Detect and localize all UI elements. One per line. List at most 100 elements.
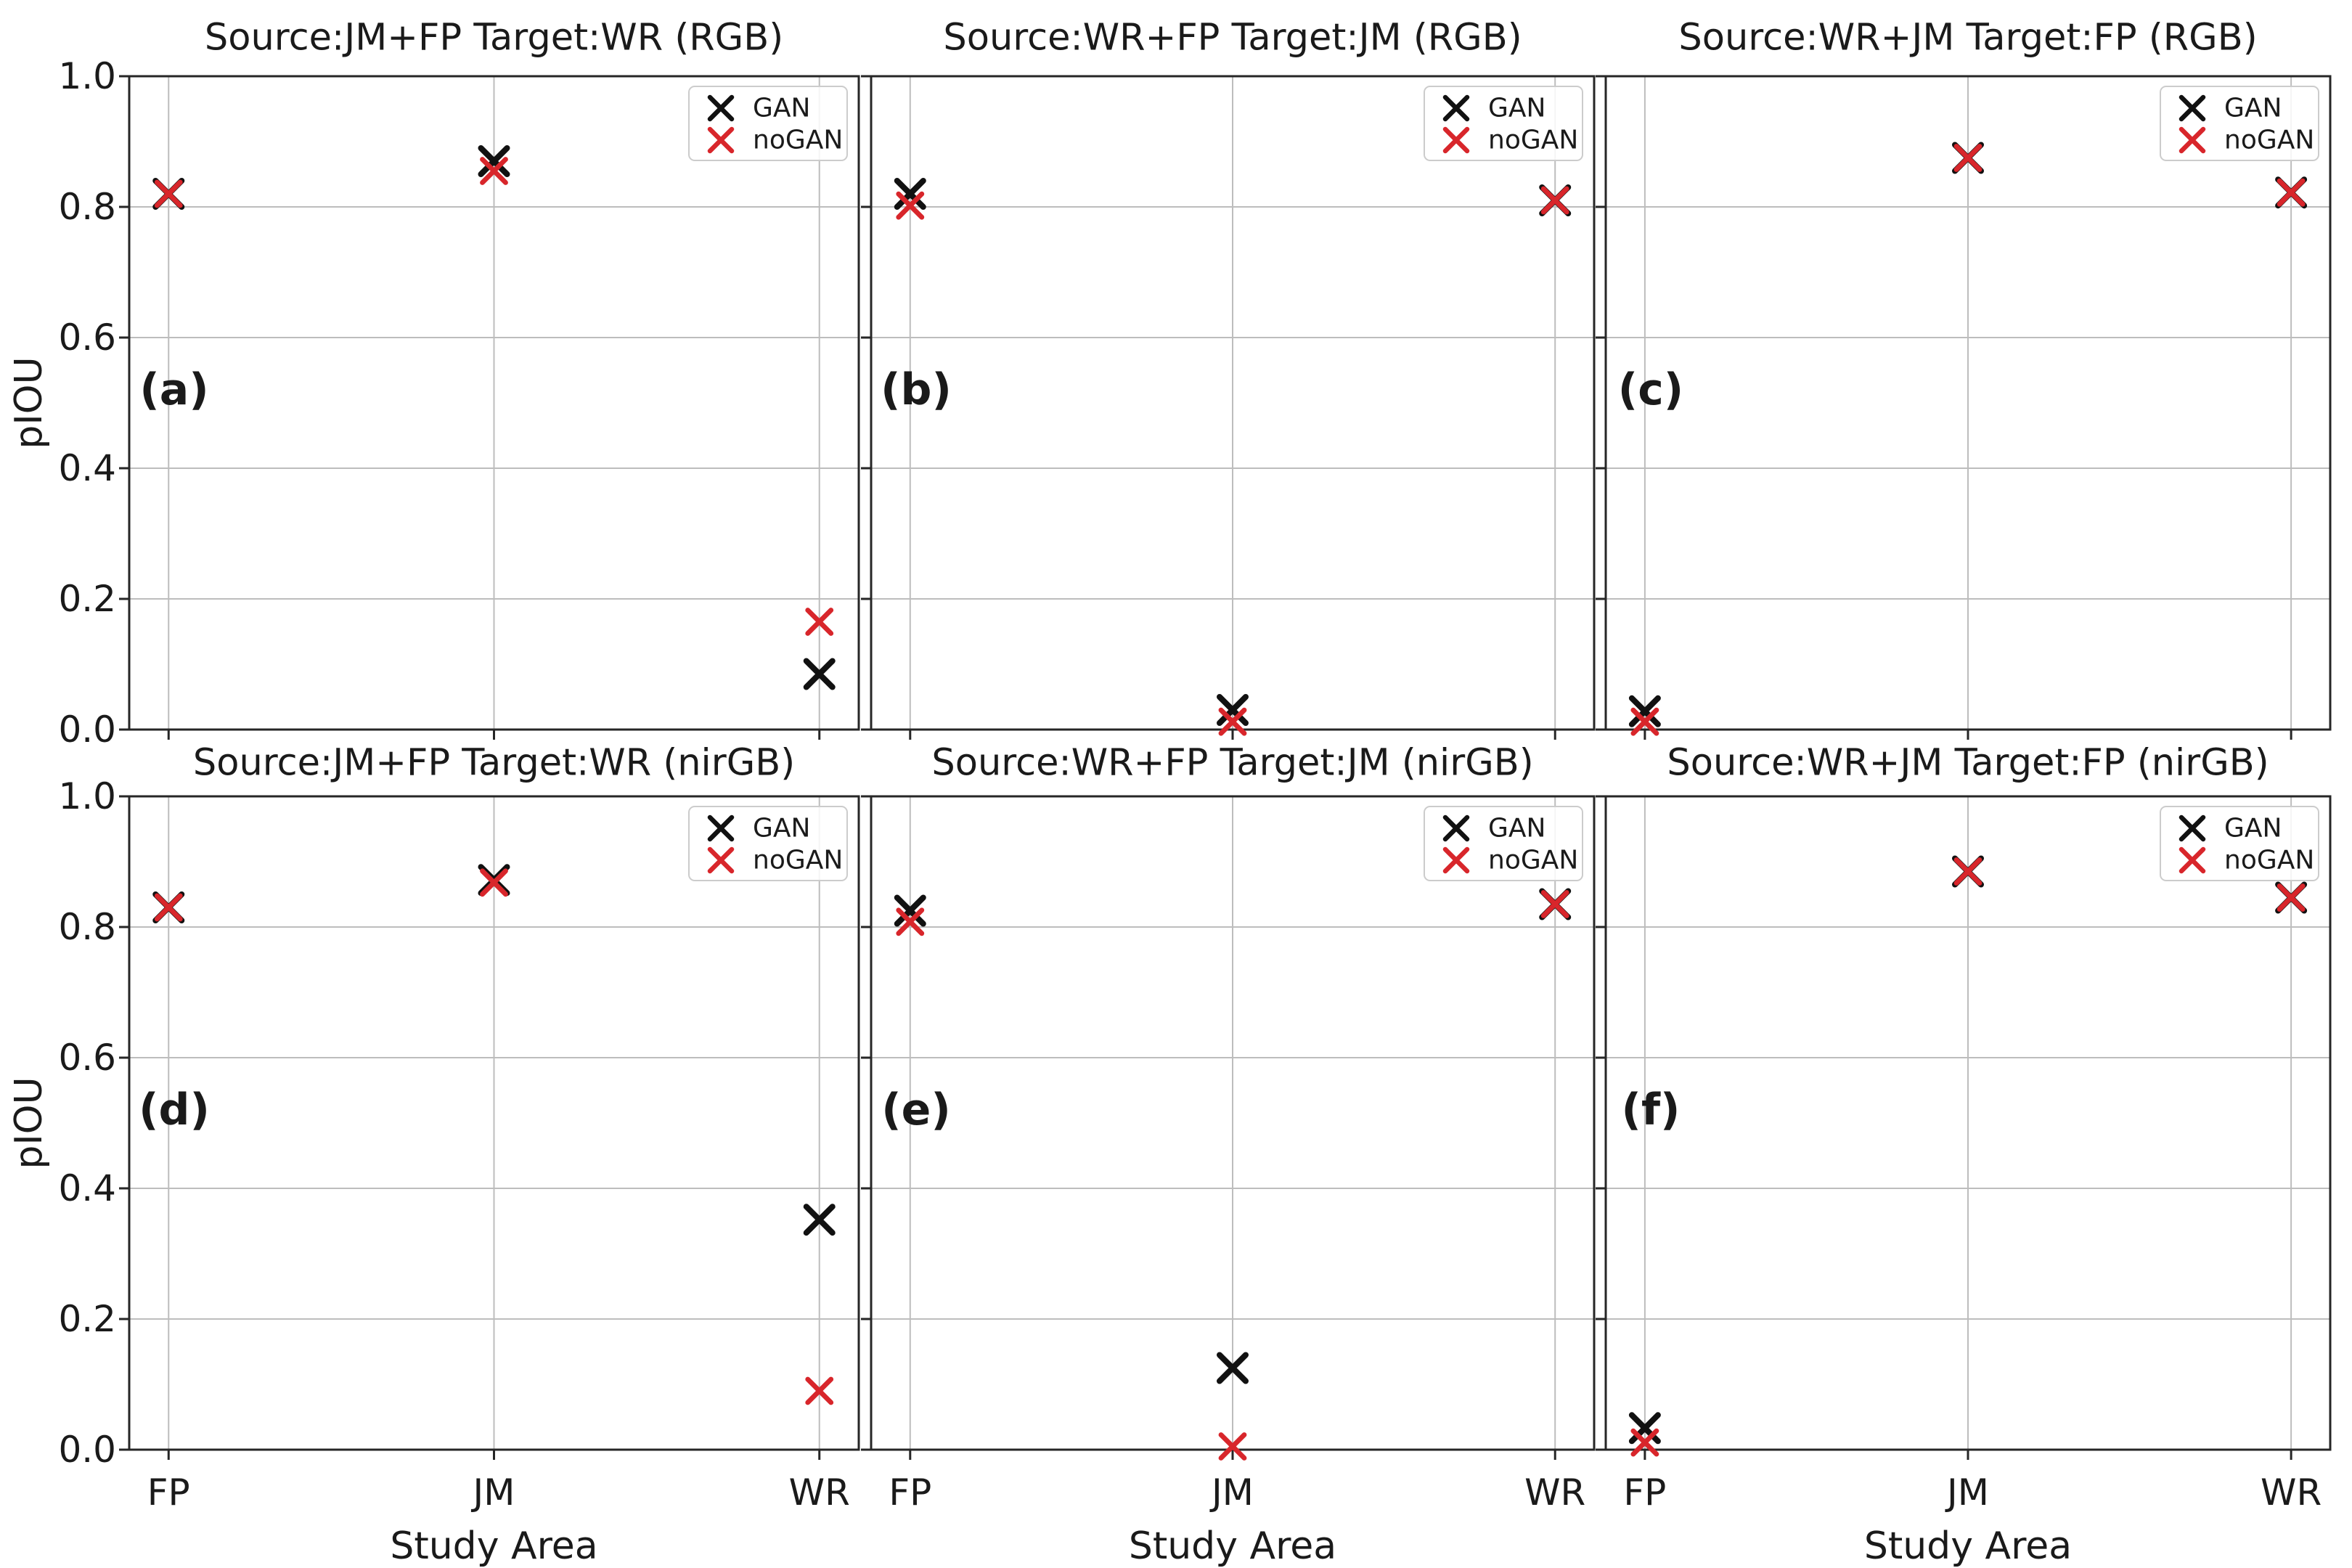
panel-letter: (b): [881, 364, 952, 415]
legend-label-gan: GAN: [1488, 814, 1545, 844]
legend: GAN noGAN: [688, 86, 848, 161]
x-tick-label: WR: [2261, 1471, 2322, 1514]
y-tick-label: 1.0: [58, 775, 116, 817]
data-marker-nogan: [805, 1376, 834, 1405]
legend-marker-nogan: [1442, 846, 1470, 874]
data-marker-nogan: [1218, 707, 1247, 736]
legend: GAN noGAN: [2160, 86, 2319, 161]
x-axis-label: Study Area: [390, 1524, 597, 1568]
panel-letter: (c): [1618, 364, 1683, 415]
data-marker-nogan: [1540, 186, 1569, 215]
data-marker-gan: [803, 1204, 836, 1236]
y-tick-label: 0.8: [58, 186, 116, 228]
data-marker-nogan: [1218, 1432, 1247, 1461]
y-tick-label: 0.6: [58, 1037, 116, 1079]
legend-label-gan: GAN: [753, 814, 810, 844]
y-axis-label: pIOU: [7, 356, 51, 449]
x-tick-label: FP: [147, 1471, 190, 1514]
panel-b: Source:WR+FP Target:JM (RGB) (b) GAN noGAN: [861, 17, 1596, 740]
legend-label-nogan: noGAN: [2224, 126, 2314, 155]
x-tick-label: FP: [1623, 1471, 1666, 1514]
y-tick-label: 0.0: [58, 709, 116, 751]
panel-letter: (e): [881, 1085, 951, 1135]
y-tick-label: 0.4: [58, 447, 116, 489]
data-marker-nogan: [1630, 707, 1659, 736]
legend-box: [1424, 86, 1583, 161]
legend-box: [2160, 806, 2319, 881]
data-marker-gan: [1217, 1352, 1249, 1384]
data-marker-nogan: [2277, 178, 2306, 207]
legend-box: [2160, 86, 2319, 161]
data-marker-nogan: [1630, 1428, 1659, 1457]
data-marker-nogan: [1953, 144, 1983, 172]
panel-a: 0.0 0.2 0.4 0.6 0.8 1.0 pIOU Source:JM+FP Targe…: [7, 17, 860, 751]
legend-label-gan: GAN: [753, 94, 810, 123]
panel-letter: (d): [139, 1085, 210, 1135]
data-marker-nogan: [1540, 890, 1569, 918]
data-marker-nogan: [896, 907, 925, 936]
legend-box: [688, 86, 848, 161]
legend-marker-nogan: [707, 846, 735, 874]
y-tick-label: 0.2: [58, 578, 116, 620]
panel-letter: (f): [1622, 1085, 1681, 1135]
data-marker-gan: [478, 145, 510, 177]
x-tick-label: JM: [1209, 1471, 1254, 1514]
data-marker-gan: [803, 658, 836, 690]
data-marker-nogan: [1953, 857, 1983, 886]
legend-label-nogan: noGAN: [753, 126, 843, 155]
legend-marker-nogan: [2179, 126, 2206, 154]
y-tick-label: 0.0: [58, 1429, 116, 1471]
y-tick-label: 0.4: [58, 1167, 116, 1209]
panel-title: Source:WR+FP Target:JM (nirGB): [931, 742, 1533, 785]
legend-box: [688, 806, 848, 881]
panel-title: Source:WR+JM Target:FP (RGB): [1678, 17, 2257, 60]
x-tick-label: WR: [789, 1471, 850, 1514]
legend-marker-gan: [1442, 814, 1470, 842]
data-marker-nogan: [480, 157, 508, 185]
data-marker-gan: [1628, 695, 1661, 727]
data-marker-nogan: [2277, 883, 2306, 912]
y-tick-label: 0.8: [58, 906, 116, 948]
legend-marker-gan: [1442, 94, 1470, 122]
data-marker-nogan: [805, 608, 834, 636]
x-tick-label: JM: [1945, 1471, 1989, 1514]
panel-title: Source:JM+FP Target:WR (nirGB): [193, 742, 795, 785]
data-marker-nogan: [480, 868, 508, 897]
legend-label-nogan: noGAN: [1488, 126, 1578, 155]
data-marker-gan: [894, 178, 926, 210]
panel-title: Source:WR+JM Target:FP (nirGB): [1667, 742, 2269, 785]
data-marker-gan: [894, 894, 926, 927]
legend: GAN noGAN: [1424, 86, 1583, 161]
data-marker-nogan: [154, 179, 183, 208]
legend-marker-gan: [2179, 814, 2206, 842]
legend-label-nogan: noGAN: [1488, 846, 1578, 875]
legend-marker-gan: [707, 814, 735, 842]
legend-marker-nogan: [707, 126, 735, 154]
legend-box: [1424, 806, 1583, 881]
panel-title: Source:WR+FP Target:JM (RGB): [943, 17, 1522, 60]
y-axis-label: pIOU: [7, 1077, 51, 1169]
panel-c: Source:WR+JM Target:FP (RGB) (c) GAN noGAN: [1596, 17, 2332, 740]
x-axis-label: Study Area: [1864, 1524, 2072, 1568]
panel-d: 0.0 0.2 0.4 0.6 0.8 1.0 FP JM WR pIOU Study Area So…: [7, 742, 860, 1568]
x-tick-label: WR: [1524, 1471, 1585, 1514]
panel-e: FP JM WR Study Area Source:WR+FP Target:JM (…: [861, 742, 1596, 1568]
data-marker-gan: [1217, 694, 1249, 726]
legend-marker-nogan: [1442, 126, 1470, 154]
legend-marker-gan: [2179, 94, 2206, 122]
legend-label-nogan: noGAN: [2224, 846, 2314, 875]
legend-label-gan: GAN: [2224, 814, 2282, 844]
legend-label-gan: GAN: [2224, 94, 2282, 123]
legend-label-gan: GAN: [1488, 94, 1545, 123]
x-axis-label: Study Area: [1129, 1524, 1336, 1568]
data-marker-nogan: [896, 191, 925, 220]
data-marker-nogan: [154, 893, 183, 922]
x-tick-label: JM: [471, 1471, 515, 1514]
panel-letter: (a): [139, 364, 208, 415]
